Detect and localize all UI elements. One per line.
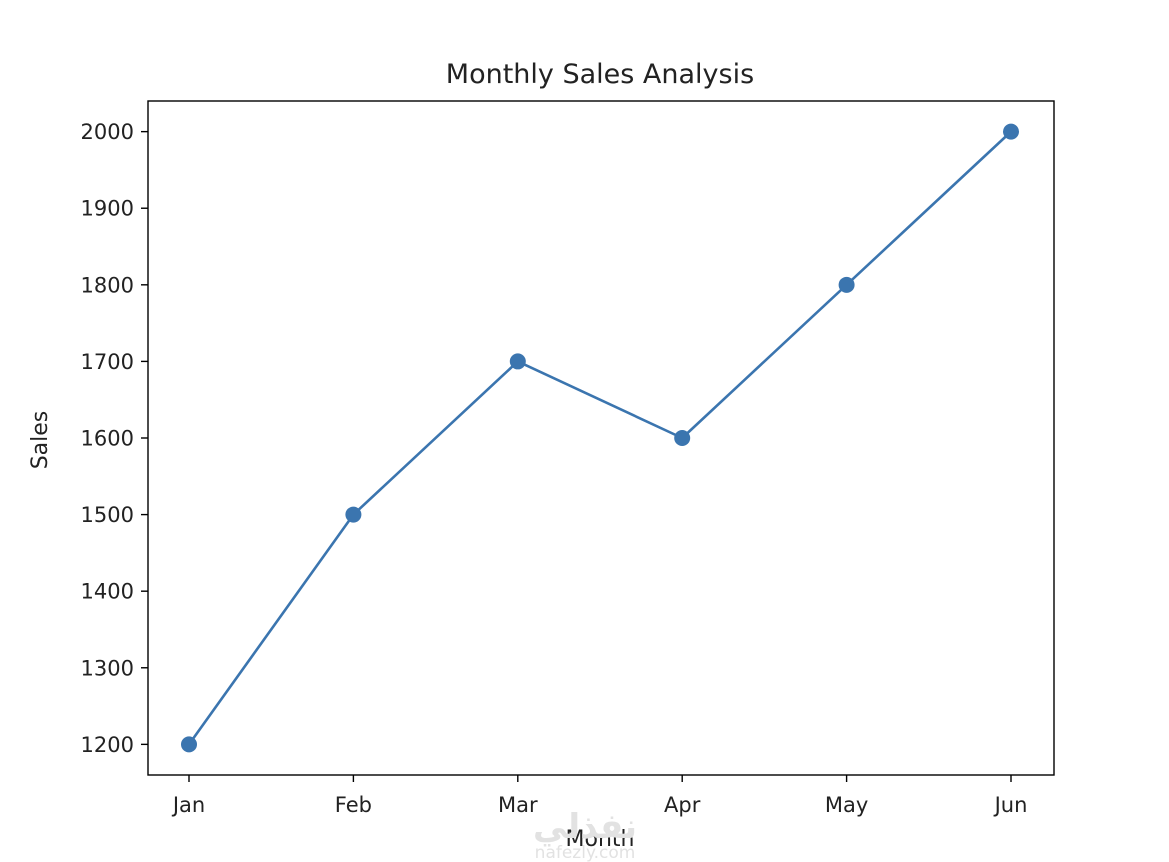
series-line: [187, 130, 1012, 746]
data-point: [181, 736, 197, 753]
x-tick-label: May: [825, 793, 868, 817]
y-tick-label: 1400: [81, 580, 134, 604]
data-point: [509, 353, 526, 370]
x-tick-label: Mar: [498, 793, 538, 817]
y-axis-label: Sales: [28, 411, 53, 470]
y-axis: 1200 1300 1400 1500 1600 1700 1800 1900 2000: [81, 120, 148, 757]
y-tick-label: 1600: [81, 427, 134, 451]
plot-area: [147, 100, 1055, 776]
x-axis: Jan Feb Mar Apr May Jun: [171, 775, 1028, 817]
x-tick-label: Apr: [664, 793, 701, 817]
y-tick-label: 1500: [81, 503, 134, 527]
data-point: [674, 430, 691, 446]
y-tick-label: 1300: [81, 656, 134, 680]
data-point: [345, 506, 362, 523]
x-tick-label: Feb: [335, 793, 372, 817]
x-tick-label: Jan: [171, 793, 205, 817]
y-tick-label: 1900: [81, 197, 134, 221]
watermark-text: نفذلي: [533, 807, 637, 847]
y-tick-label: 1800: [81, 273, 134, 297]
y-tick-label: 1700: [81, 350, 134, 374]
series-group: [181, 123, 1019, 753]
x-axis-label: Month: [566, 827, 635, 852]
watermark-subtext: nafezly.com: [535, 843, 636, 862]
watermark: نفذلي nafezly.com: [533, 807, 637, 862]
x-tick-label: Jun: [993, 793, 1028, 817]
data-point: [1003, 123, 1019, 140]
chart-title: Monthly Sales Analysis: [446, 59, 754, 90]
y-tick-label: 2000: [81, 120, 134, 144]
data-point: [838, 276, 855, 293]
y-tick-label: 1200: [81, 733, 134, 757]
